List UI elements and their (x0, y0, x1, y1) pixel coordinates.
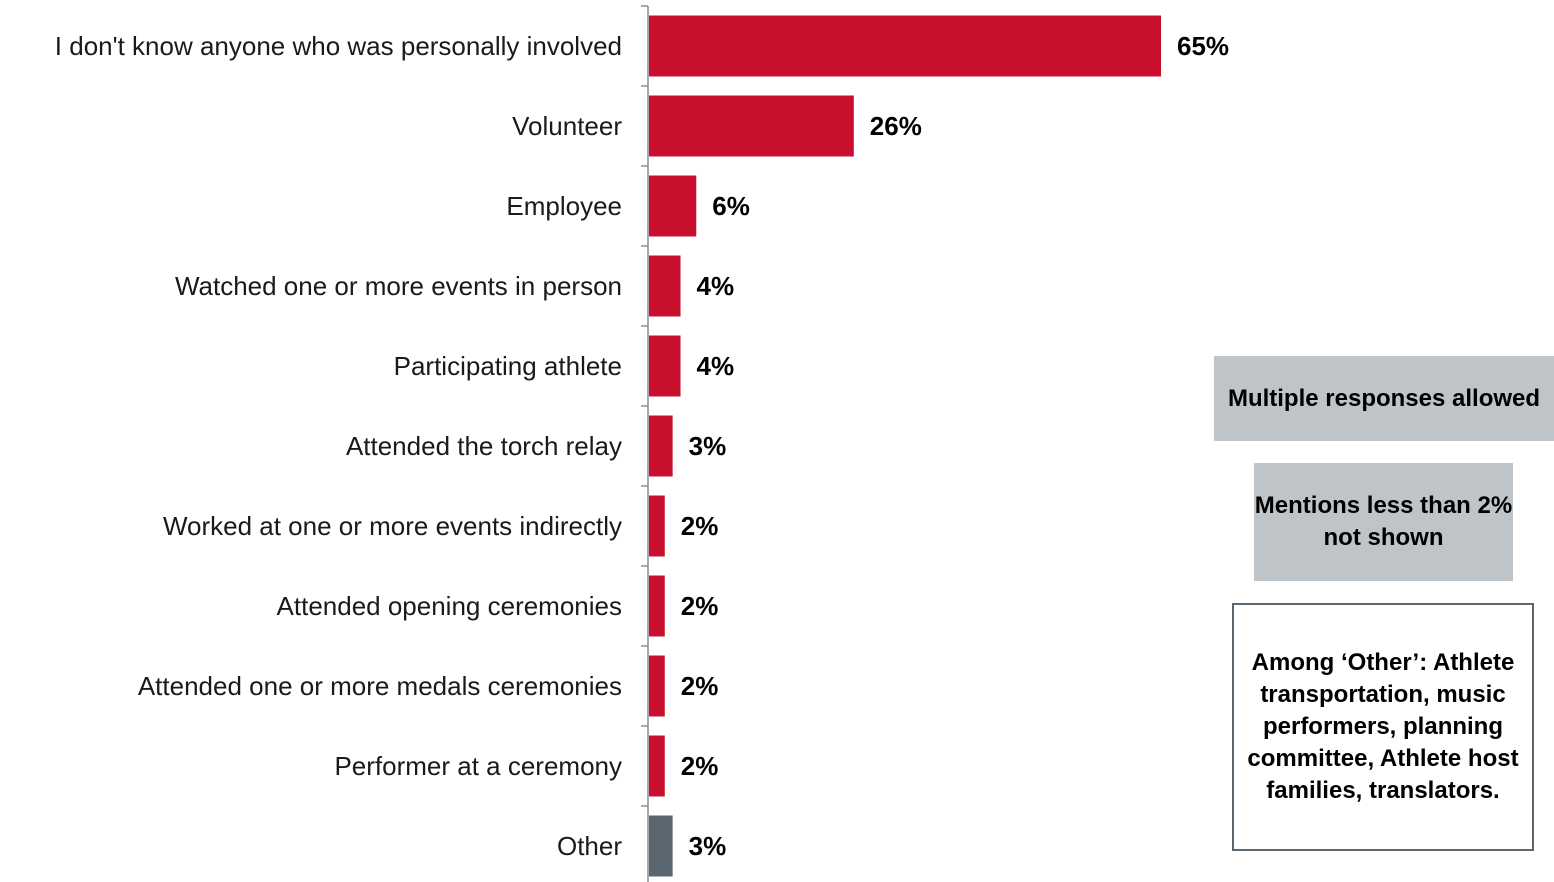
value-label: 3% (689, 831, 727, 861)
category-label: Attended one or more medals ceremonies (138, 671, 622, 701)
bar-6 (649, 495, 665, 557)
value-label: 2% (681, 591, 719, 621)
value-label: 26% (870, 111, 922, 141)
chart-labels: I don't know anyone who was personally i… (55, 31, 1229, 861)
bar-0 (649, 15, 1161, 77)
value-label: 3% (689, 431, 727, 461)
note-multiple-responses-text: Multiple responses allowed (1227, 384, 1541, 412)
bar-10 (649, 815, 673, 877)
category-label: Other (557, 831, 622, 861)
value-label: 2% (681, 511, 719, 541)
note-other-details-text: Among ‘Other’: Athlete transportation, m… (1247, 649, 1519, 804)
value-label: 4% (697, 351, 735, 381)
chart-axis (641, 5, 649, 882)
value-label: 6% (712, 191, 750, 221)
category-label: Attended the torch relay (346, 431, 622, 461)
bar-1 (649, 95, 854, 157)
bar-7 (649, 575, 665, 637)
note-mentions-threshold: Mentions less than 2% not shown (1254, 463, 1513, 581)
category-label: Volunteer (512, 111, 622, 141)
category-label: I don't know anyone who was personally i… (55, 31, 622, 61)
bar-3 (649, 255, 681, 317)
category-label: Attended opening ceremonies (277, 591, 622, 621)
category-label: Worked at one or more events indirectly (163, 511, 622, 541)
note-other-details: Among ‘Other’: Athlete transportation, m… (1232, 603, 1534, 851)
category-label: Employee (506, 191, 622, 221)
category-label: Watched one or more events in person (175, 271, 622, 301)
category-label: Performer at a ceremony (334, 751, 622, 781)
bar-9 (649, 735, 665, 797)
category-label: Participating athlete (394, 351, 622, 381)
bar-5 (649, 415, 673, 477)
value-label: 2% (681, 751, 719, 781)
bar-8 (649, 655, 665, 717)
note-mentions-threshold-text: Mentions less than 2% not shown (1254, 492, 1513, 551)
bar-4 (649, 335, 681, 397)
value-label: 2% (681, 671, 719, 701)
value-label: 4% (697, 271, 735, 301)
note-multiple-responses: Multiple responses allowed (1214, 356, 1554, 441)
value-label: 65% (1177, 31, 1229, 61)
bar-2 (649, 175, 697, 237)
chart-bars (649, 15, 1161, 877)
